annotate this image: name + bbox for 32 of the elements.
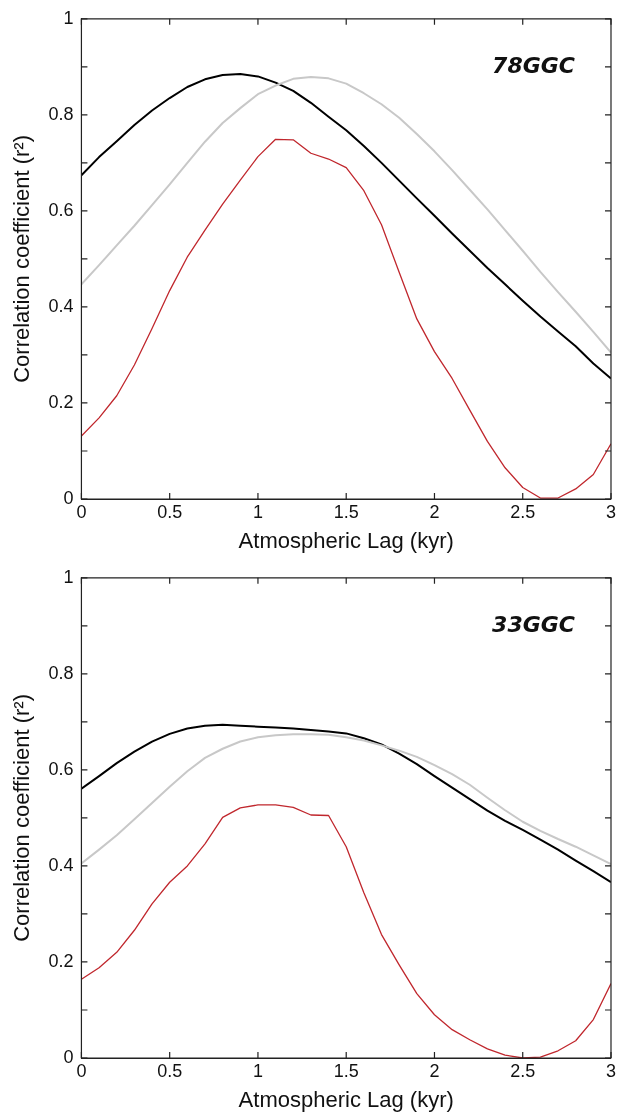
x-axis-title: Atmospheric Lag (kyr) <box>238 1086 454 1112</box>
x-tick-label: 1.5 <box>333 501 359 522</box>
y-tick-label: 0 <box>63 1046 74 1067</box>
y-tick-label: 0.6 <box>48 758 74 779</box>
x-tick-label: 3 <box>605 1060 616 1081</box>
y-tick-label: 0.8 <box>48 662 74 683</box>
x-tick-label: 1 <box>252 501 263 522</box>
y-tick-label: 1 <box>63 566 74 587</box>
y-axis-title: Correlation coefficient (r²) <box>9 135 35 383</box>
y-tick-label: 0.2 <box>48 391 74 412</box>
x-tick-label: 2 <box>429 1060 440 1081</box>
y-tick-label: 0 <box>63 487 74 508</box>
y-tick-label: 1 <box>63 7 74 28</box>
text: 78GGC <box>492 52 575 78</box>
y-tick-label: 0.4 <box>48 295 74 316</box>
x-tick-label: 2.5 <box>510 501 536 522</box>
x-tick-label: 0.5 <box>157 1060 183 1081</box>
x-tick-label: 2.5 <box>510 1060 536 1081</box>
x-axis-title: Atmospheric Lag (kyr) <box>238 527 454 553</box>
x-tick-label: 2 <box>429 501 440 522</box>
y-tick-label: 0.6 <box>48 199 74 220</box>
x-tick-label: 0 <box>76 1060 87 1081</box>
y-tick-label: 0.2 <box>48 950 74 971</box>
y-axis-title: Correlation coefficient (r²) <box>9 694 35 942</box>
x-tick-label: 0.5 <box>157 501 183 522</box>
x-tick-label: 3 <box>605 501 616 522</box>
y-tick-label: 0.8 <box>48 103 74 124</box>
x-tick-label: 1 <box>252 1060 263 1081</box>
x-tick-label: 0 <box>76 501 87 522</box>
y-tick-label: 0.4 <box>48 854 74 875</box>
x-tick-label: 1.5 <box>333 1060 359 1081</box>
text: 33GGC <box>492 611 575 637</box>
